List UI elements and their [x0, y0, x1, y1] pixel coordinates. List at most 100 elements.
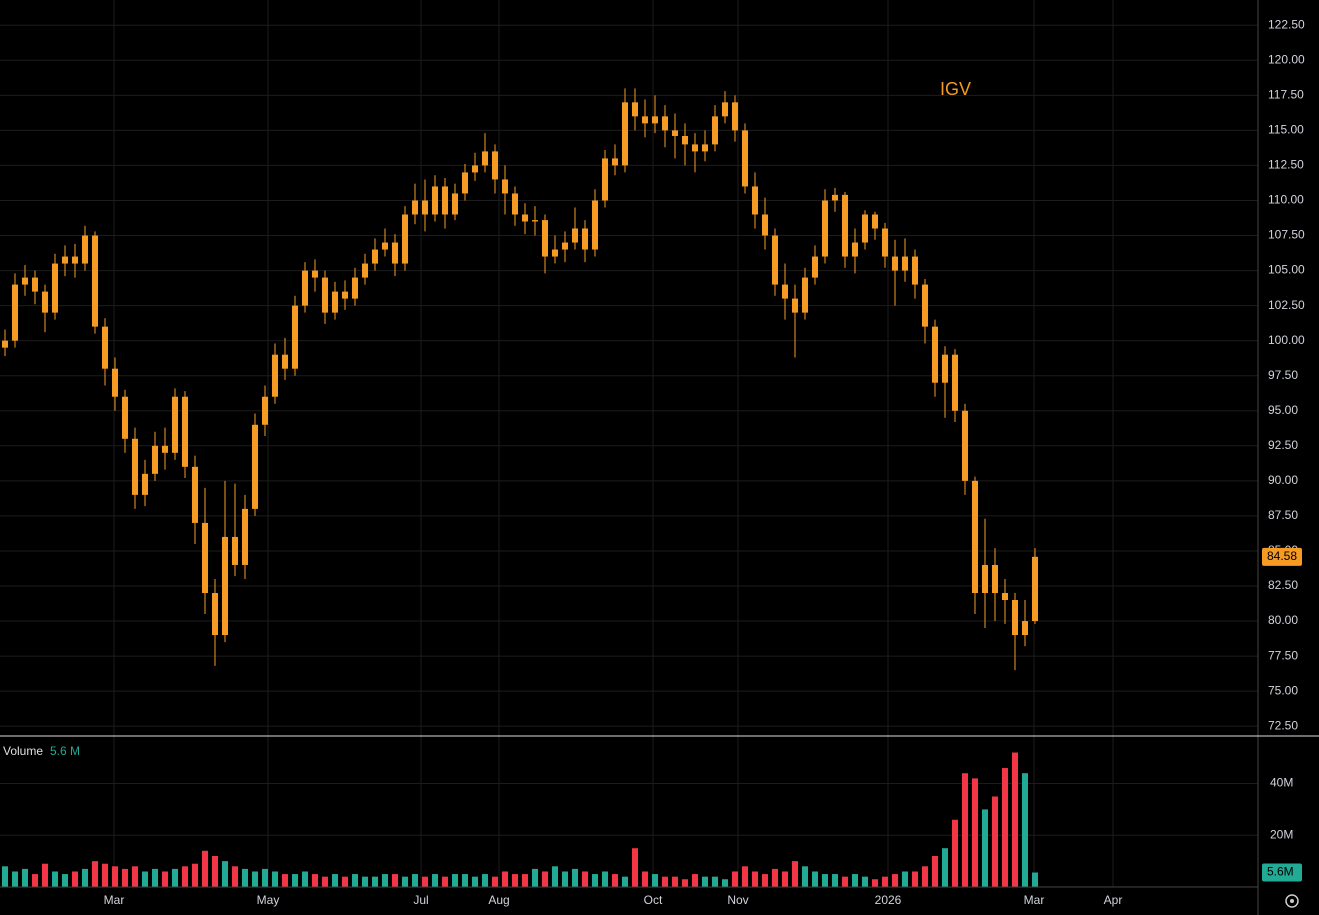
axis-layer: Mar May Jul Aug Oct Nov 2026 Mar Apr 72.50 75.00 77…	[104, 17, 1305, 907]
volume-bar	[732, 871, 738, 887]
volume-bar	[432, 874, 438, 887]
volume-bar	[772, 868, 778, 887]
candle-body	[372, 249, 378, 264]
x-tick-label: Oct	[644, 893, 663, 907]
volume-label: Volume	[3, 744, 43, 758]
candle-body	[882, 228, 888, 257]
candle-body	[962, 410, 968, 481]
candle-body	[762, 214, 768, 236]
x-tick-label: Mar	[104, 893, 125, 907]
volume-bar	[442, 876, 448, 887]
volume-bar	[1002, 768, 1008, 887]
candle-body	[442, 186, 448, 215]
volume-bar	[102, 863, 108, 887]
candle-body	[52, 263, 58, 313]
volume-bar	[402, 876, 408, 887]
volume-bar	[232, 866, 238, 887]
x-tick-label: Mar	[1024, 893, 1045, 907]
candle-body	[362, 263, 368, 278]
y-tick-label: 120.00	[1268, 52, 1305, 66]
candle-body	[922, 284, 928, 327]
settings-icon[interactable]	[1285, 894, 1299, 908]
volume-badge	[1262, 863, 1302, 882]
volume-bar	[552, 866, 558, 887]
volume-bar	[12, 871, 18, 887]
volume-bar	[32, 874, 38, 887]
volume-bar	[862, 876, 868, 887]
volume-bar	[292, 874, 298, 887]
candle-body	[832, 194, 838, 201]
candle-body	[132, 438, 138, 495]
candle-body	[992, 564, 998, 594]
volume-bar	[722, 879, 728, 887]
volume-bar	[952, 819, 958, 887]
x-tick-label: Aug	[488, 893, 509, 907]
candle-body	[782, 284, 788, 299]
y-tick-label: 100.00	[1268, 333, 1305, 347]
candle-body	[742, 130, 748, 187]
candle-body	[702, 144, 708, 152]
y-tick-label: 117.50	[1268, 88, 1304, 102]
volume-bar	[592, 874, 598, 887]
settings-button[interactable]	[1285, 894, 1299, 908]
volume-bar	[812, 871, 818, 887]
volume-bar	[682, 879, 688, 887]
volume-bar	[542, 871, 548, 887]
volume-bar	[362, 876, 368, 887]
volume-bar	[902, 871, 908, 887]
volume-bar	[612, 874, 618, 887]
y-tick-label: 80.00	[1268, 613, 1298, 627]
volume-bar	[712, 876, 718, 887]
candle-body	[672, 130, 678, 136]
y-tick-label: 40M	[1270, 776, 1293, 790]
candle-body	[902, 256, 908, 271]
candle-body	[1002, 593, 1008, 601]
volume-bar	[42, 863, 48, 887]
y-tick-label: 122.50	[1268, 17, 1305, 31]
volume-bar	[702, 876, 708, 887]
x-tick-label: Nov	[727, 893, 748, 907]
candle-body	[572, 228, 578, 243]
volume-bar	[572, 868, 578, 887]
volume-bar	[132, 866, 138, 887]
candle-body	[822, 200, 828, 257]
candle-body	[602, 158, 608, 201]
volume-bar	[782, 871, 788, 887]
candle-body	[42, 291, 48, 313]
volume-bar	[112, 866, 118, 887]
candle-body	[462, 172, 468, 194]
volume-bar	[1012, 752, 1018, 887]
candle-body	[112, 368, 118, 397]
volume-bar	[662, 876, 668, 887]
y-tick-label: 110.00	[1268, 193, 1304, 207]
volume-bar	[832, 874, 838, 887]
volume-bar	[792, 861, 798, 887]
candle-body	[502, 179, 508, 194]
candle-body	[432, 186, 438, 215]
candle-body	[562, 242, 568, 250]
volume-bar	[202, 850, 208, 887]
candle-body	[862, 214, 868, 243]
marks-layer	[2, 88, 1038, 887]
candle-body	[732, 102, 738, 131]
y-tick-label: 75.00	[1268, 683, 1298, 697]
candle-body	[242, 508, 248, 565]
candle-body	[302, 270, 308, 306]
y-tick-label: 95.00	[1268, 403, 1298, 417]
volume-bar	[92, 861, 98, 887]
volume-badge-label: 5.6M	[1267, 865, 1294, 879]
volume-bar	[342, 876, 348, 887]
volume-bar	[242, 868, 248, 887]
y-tick-label: 90.00	[1268, 473, 1298, 487]
candle-body	[642, 116, 648, 124]
volume-bar	[822, 874, 828, 887]
candle-body	[812, 256, 818, 278]
y-tick-label: 97.50	[1268, 368, 1298, 382]
candle-body	[2, 340, 8, 348]
volume-bar	[192, 863, 198, 887]
candle-body	[72, 256, 78, 264]
candle-body	[632, 102, 638, 117]
volume-bar	[472, 876, 478, 887]
candle-body	[322, 277, 328, 313]
settings-icon-dot[interactable]	[1290, 899, 1294, 903]
